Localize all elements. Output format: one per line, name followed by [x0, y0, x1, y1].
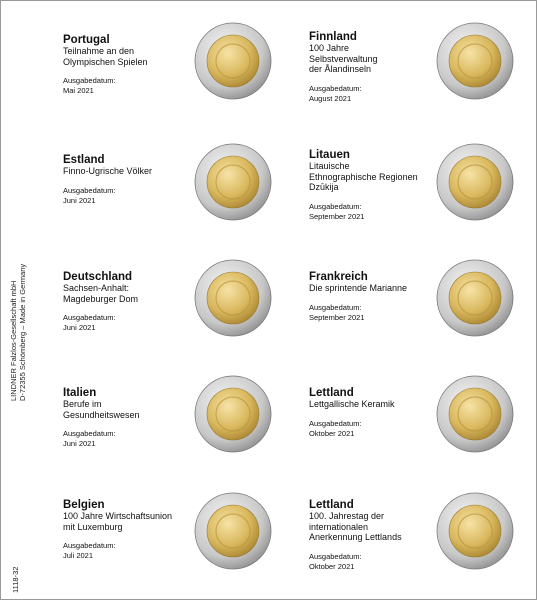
description-line: Selbstverwaltung	[309, 53, 378, 64]
coin-center	[448, 34, 502, 88]
date-label: Ausgabedatum:	[309, 201, 362, 211]
coin-center	[448, 271, 502, 325]
description-line: internationalen	[309, 521, 369, 532]
issue-date: Mai 2021	[63, 86, 94, 95]
coin-entry: Italien Berufe im Gesundheitswesen Ausgabed…	[63, 387, 213, 449]
country: Portugal	[63, 34, 110, 46]
date-label: Ausgabedatum:	[63, 541, 116, 550]
date-label: Ausgabedatum:	[309, 302, 362, 312]
coin-motif	[457, 396, 493, 432]
date-label: Ausgabedatum:	[309, 418, 362, 428]
coin-motif	[215, 513, 251, 549]
description-line: mit Luxemburg	[63, 521, 123, 532]
description-line: Olympischen Spielen	[63, 56, 148, 67]
country: Litauen	[309, 149, 350, 161]
coin-motif	[457, 280, 493, 316]
coin-entry: Lettland 100. Jahrestag der internationale…	[309, 499, 459, 572]
coin-entry: Portugal Teilnahme an den Olympischen Spie…	[63, 34, 213, 96]
issue-date: Juli 2021	[63, 551, 94, 560]
description-line: Lettgallische Keramik	[309, 399, 395, 409]
country: Finnland	[309, 31, 357, 43]
date-label: Ausgabedatum:	[63, 313, 116, 322]
coin-center	[448, 155, 502, 209]
issue-date: September 2021	[309, 211, 365, 221]
description-line: Teilnahme an den	[63, 46, 135, 56]
issue-date: Juni 2021	[63, 323, 96, 332]
issue-date: Oktober 2021	[309, 561, 355, 571]
date-label: Ausgabedatum:	[63, 76, 116, 85]
description-line: Ethnographische Regionen	[309, 171, 418, 182]
coin-center	[206, 155, 260, 209]
coin-entry: Finnland 100 Jahre Selbstverwaltung der Åla…	[309, 31, 459, 104]
description-line: Sachsen-Anhalt:	[63, 283, 130, 293]
coin-motif	[457, 43, 493, 79]
coin-center	[448, 387, 502, 441]
coin-motif	[215, 164, 251, 200]
coin-entry: Litauen Litauische Ethnographische Regione…	[309, 149, 459, 222]
country: Estland	[63, 154, 105, 166]
issue-date: August 2021	[309, 93, 352, 103]
description-line: 100. Jahrestag der	[309, 511, 385, 521]
coin-entry: Lettland Lettgallische Keramik Ausgabedatu…	[309, 387, 459, 439]
coin-entry: Estland Finno-Ugrische Völker Ausgabedatum…	[63, 154, 213, 206]
coin-entry: Frankreich Die sprintende Marianne Ausgabe…	[309, 271, 459, 323]
coin-center	[206, 504, 260, 558]
description-line: Litauische	[309, 161, 350, 171]
description-line: 100 Jahre Wirtschaftsunion	[63, 511, 173, 521]
description-line: Die sprintende Marianne	[309, 283, 408, 293]
description-line: Anerkennung Lettlands	[309, 532, 402, 542]
description-line: Magdeburger Dom	[63, 293, 139, 304]
date-label: Ausgabedatum:	[63, 185, 116, 195]
date-label: Ausgabedatum:	[63, 429, 116, 438]
date-label: Ausgabedatum:	[309, 83, 362, 93]
country: Lettland	[309, 387, 354, 399]
coin-entry: Belgien 100 Jahre Wirtschaftsunion mit Lux…	[63, 499, 213, 561]
description-line: Finno-Ugrische Völker	[63, 166, 153, 176]
coin-motif	[215, 280, 251, 316]
coin-entry: Deutschland Sachsen-Anhalt: Magdeburger Do…	[63, 271, 213, 333]
date-label: Ausgabedatum:	[309, 551, 362, 561]
issue-date: Juni 2021	[63, 439, 96, 448]
description-line: der Ålandinseln	[309, 64, 372, 74]
description-line: Dzūkija	[309, 182, 339, 192]
description-line: 100 Jahre	[309, 43, 350, 53]
coin-center	[448, 504, 502, 558]
coin-motif	[457, 513, 493, 549]
description-line: Gesundheitswesen	[63, 409, 140, 420]
coin-center	[206, 271, 260, 325]
coin-center	[206, 34, 260, 88]
issue-date: Juni 2021	[63, 195, 96, 205]
country: Italien	[63, 387, 97, 399]
country: Belgien	[63, 499, 105, 511]
country: Deutschland	[63, 271, 133, 283]
coin-center	[206, 387, 260, 441]
coin-motif	[215, 396, 251, 432]
coin-motif	[457, 164, 493, 200]
issue-date: Oktober 2021	[309, 428, 355, 438]
country: Frankreich	[309, 271, 368, 283]
coin-motif	[215, 43, 251, 79]
description-line: Berufe im	[63, 399, 102, 409]
country: Lettland	[309, 499, 354, 511]
issue-date: September 2021	[309, 312, 365, 322]
